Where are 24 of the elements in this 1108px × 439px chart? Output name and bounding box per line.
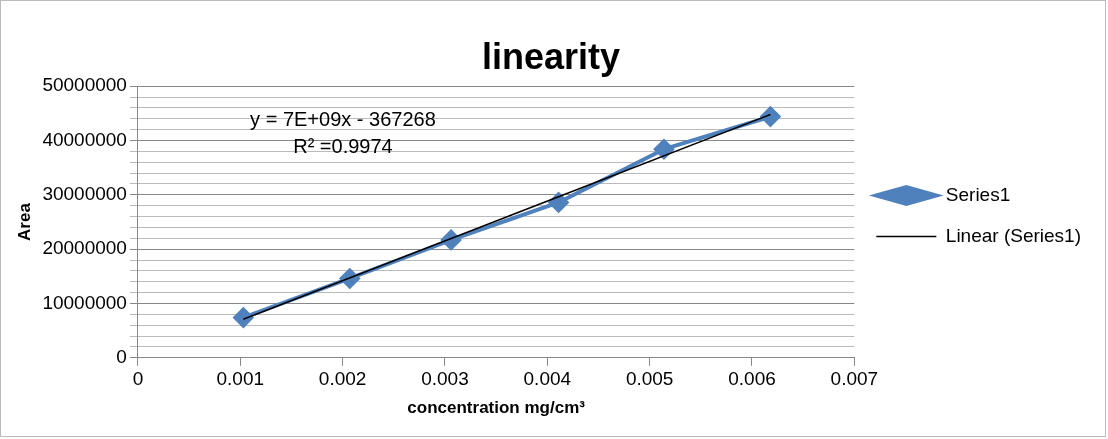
x-tick-label: 0.006	[728, 368, 776, 390]
y-tick-label: 0	[116, 346, 127, 368]
x-tick-label: 0.003	[421, 368, 469, 390]
legend-label: Series1	[945, 183, 1011, 205]
x-tick-label: 0.001	[216, 368, 265, 390]
y-tick-label: 20000000	[42, 237, 127, 259]
x-tick-label: 0.005	[625, 368, 674, 390]
x-tick-label: 0.002	[318, 368, 367, 390]
point	[233, 307, 254, 328]
chart-title: linearity	[481, 35, 621, 77]
x-tick-label: 0.004	[523, 368, 572, 390]
y-tick-label: 50000000	[42, 74, 127, 96]
y-tick-label: 40000000	[42, 128, 127, 150]
annotation: R² =0.9974	[293, 135, 393, 158]
x-tick-label: 0.007	[830, 368, 879, 390]
x-axis-title: concentration mg/cm³	[407, 398, 586, 418]
annotation: y = 7E+09x - 367268	[250, 108, 436, 131]
point	[548, 192, 569, 213]
y-tick-label: 10000000	[42, 291, 127, 313]
y-axis-title: Area	[14, 202, 34, 241]
legend-label: Linear (Series1)	[945, 224, 1081, 246]
y-tick-label: 30000000	[42, 183, 127, 205]
point	[653, 139, 674, 160]
x-tick-label: 0	[132, 368, 144, 390]
